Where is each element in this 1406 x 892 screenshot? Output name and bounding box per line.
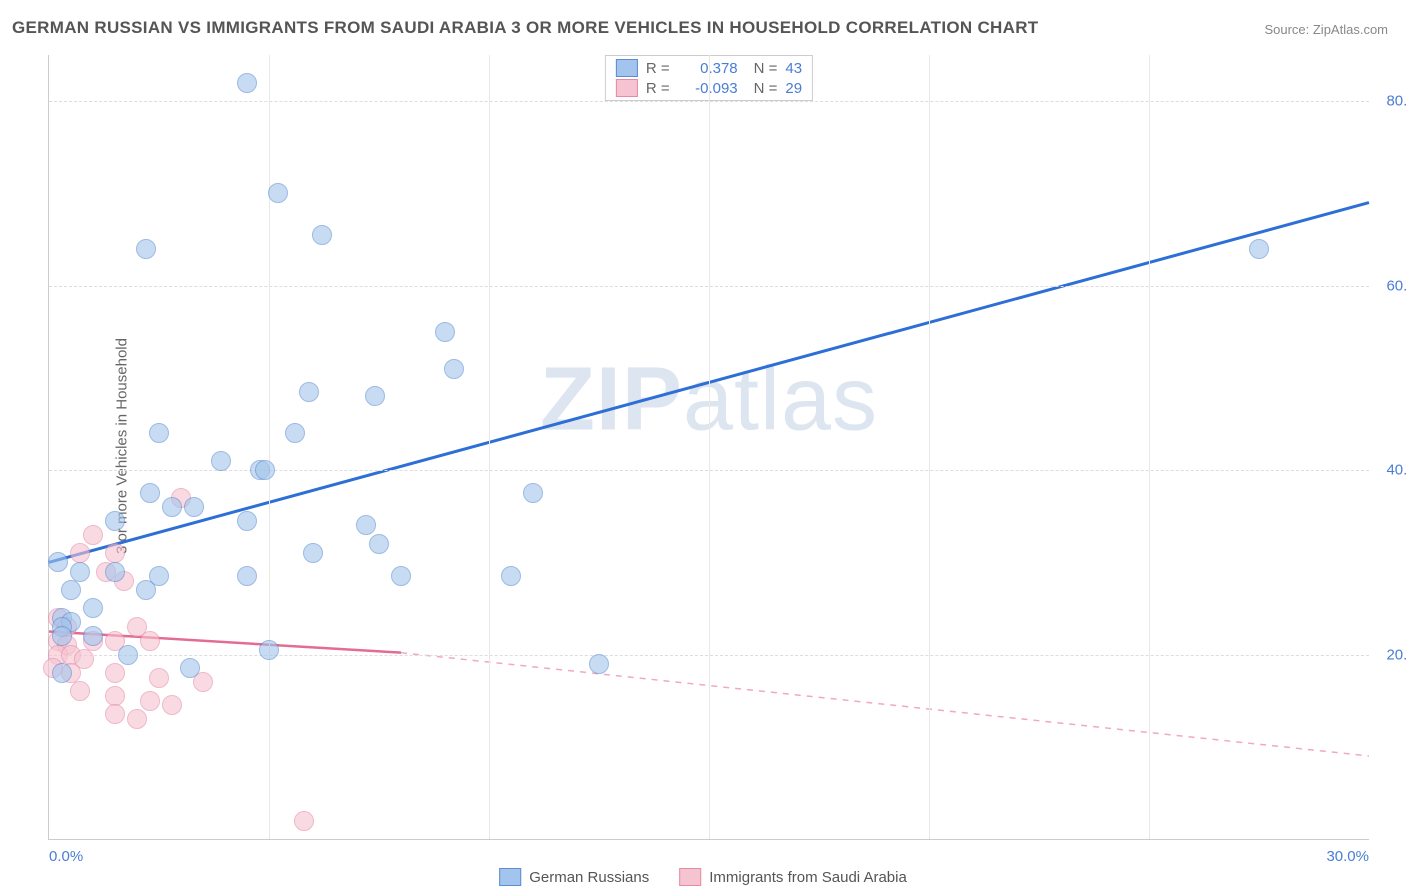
r-label: R =	[646, 60, 670, 77]
legend-swatch-blue	[499, 868, 521, 886]
data-point-blue	[83, 626, 103, 646]
data-point-blue	[285, 423, 305, 443]
legend-item: Immigrants from Saudi Arabia	[679, 868, 907, 886]
x-tick-label: 30.0%	[1326, 848, 1369, 865]
data-point-pink	[162, 695, 182, 715]
n-value: 29	[785, 80, 802, 97]
correlation-chart: GERMAN RUSSIAN VS IMMIGRANTS FROM SAUDI …	[0, 0, 1406, 892]
data-point-blue	[444, 359, 464, 379]
legend-label: Immigrants from Saudi Arabia	[709, 869, 907, 886]
data-point-blue	[356, 515, 376, 535]
data-point-blue	[140, 483, 160, 503]
data-point-blue	[365, 386, 385, 406]
data-point-pink	[105, 704, 125, 724]
n-value: 43	[785, 60, 802, 77]
data-point-blue	[105, 562, 125, 582]
y-tick-label: 60.0%	[1379, 277, 1406, 294]
y-tick-label: 80.0%	[1379, 93, 1406, 110]
data-point-pink	[105, 543, 125, 563]
data-point-pink	[140, 631, 160, 651]
data-point-blue	[391, 566, 411, 586]
data-point-pink	[149, 668, 169, 688]
gridline-v	[929, 55, 930, 839]
legend-swatch-blue	[616, 59, 638, 77]
data-point-blue	[83, 598, 103, 618]
plot-area: ZIPatlas R =0.378N =43R =-0.093N =29 20.…	[48, 55, 1369, 840]
data-point-pink	[70, 681, 90, 701]
data-point-pink	[105, 663, 125, 683]
data-point-blue	[312, 225, 332, 245]
gridline-v	[489, 55, 490, 839]
x-tick-label: 0.0%	[49, 848, 83, 865]
data-point-blue	[180, 658, 200, 678]
series-legend: German Russians Immigrants from Saudi Ara…	[499, 868, 907, 886]
data-point-pink	[83, 525, 103, 545]
data-point-blue	[523, 483, 543, 503]
legend-swatch-pink	[616, 79, 638, 97]
data-point-blue	[149, 423, 169, 443]
y-tick-label: 40.0%	[1379, 462, 1406, 479]
data-point-blue	[118, 645, 138, 665]
legend-item: German Russians	[499, 868, 649, 886]
gridline-v	[1149, 55, 1150, 839]
r-value: -0.093	[678, 80, 738, 97]
chart-title: GERMAN RUSSIAN VS IMMIGRANTS FROM SAUDI …	[12, 18, 1038, 38]
data-point-blue	[501, 566, 521, 586]
data-point-blue	[1249, 239, 1269, 259]
data-point-pink	[294, 811, 314, 831]
n-label: N =	[754, 60, 778, 77]
data-point-blue	[237, 566, 257, 586]
data-point-blue	[237, 73, 257, 93]
data-point-pink	[105, 686, 125, 706]
data-point-blue	[61, 580, 81, 600]
data-point-blue	[52, 626, 72, 646]
gridline-v	[269, 55, 270, 839]
data-point-blue	[237, 511, 257, 531]
data-point-blue	[589, 654, 609, 674]
legend-label: German Russians	[529, 869, 649, 886]
data-point-blue	[369, 534, 389, 554]
data-point-blue	[259, 640, 279, 660]
source-label: Source: ZipAtlas.com	[1264, 22, 1388, 37]
r-value: 0.378	[678, 60, 738, 77]
gridline-v	[709, 55, 710, 839]
data-point-blue	[52, 663, 72, 683]
legend-swatch-pink	[679, 868, 701, 886]
r-label: R =	[646, 80, 670, 97]
n-label: N =	[754, 80, 778, 97]
data-point-blue	[70, 562, 90, 582]
data-point-blue	[105, 511, 125, 531]
data-point-blue	[303, 543, 323, 563]
data-point-pink	[140, 691, 160, 711]
data-point-pink	[70, 543, 90, 563]
data-point-blue	[48, 552, 68, 572]
data-point-pink	[127, 709, 147, 729]
data-point-blue	[136, 239, 156, 259]
data-point-blue	[136, 580, 156, 600]
data-point-blue	[184, 497, 204, 517]
data-point-blue	[299, 382, 319, 402]
data-point-blue	[435, 322, 455, 342]
y-tick-label: 20.0%	[1379, 646, 1406, 663]
data-point-blue	[268, 183, 288, 203]
data-point-blue	[211, 451, 231, 471]
data-point-blue	[255, 460, 275, 480]
data-point-blue	[162, 497, 182, 517]
